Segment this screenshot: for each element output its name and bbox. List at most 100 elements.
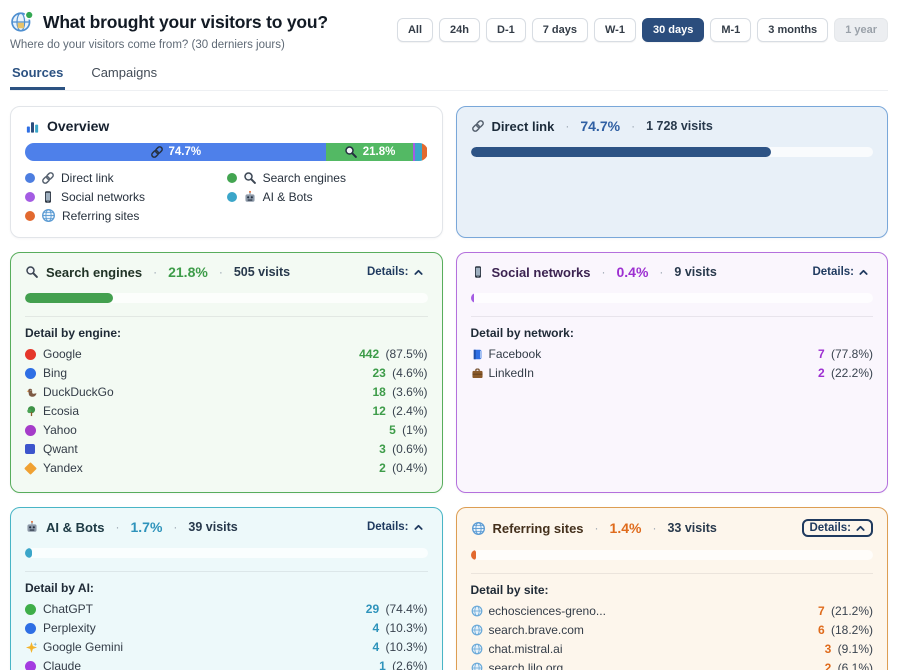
- source-name: Social networks: [492, 265, 591, 280]
- time-filter-w-1[interactable]: W-1: [594, 18, 636, 42]
- detail-icon-wrap: [25, 405, 41, 418]
- source-name: Referring sites: [493, 521, 584, 536]
- card-direct-link: Direct link·74.7%·1 728 visits: [456, 106, 889, 238]
- detail-share: (74.4%): [382, 602, 427, 616]
- tab-sources[interactable]: Sources: [10, 63, 65, 90]
- card-header-referring-sites: Referring sites·1.4%·33 visitsDetails:: [471, 519, 874, 537]
- detail-share: (2.4%): [389, 404, 428, 418]
- time-filter-group: All24hD-17 daysW-130 daysM-13 months1 ye…: [397, 18, 888, 42]
- detail-share: (10.3%): [382, 621, 427, 635]
- legend-item-search-engines: Search engines: [227, 168, 428, 187]
- time-filter-d-1[interactable]: D-1: [486, 18, 526, 42]
- chevron-up-icon: [413, 522, 424, 533]
- source-visits: 33 visits: [667, 521, 716, 535]
- detail-value: 23: [372, 366, 385, 380]
- source-visits: 39 visits: [188, 520, 237, 534]
- time-filter-7-days[interactable]: 7 days: [532, 18, 588, 42]
- detail-share: (0.4%): [389, 461, 428, 475]
- overview-stacked-bar: 74.7% 21.8%: [25, 143, 428, 161]
- source-name: Direct link: [492, 119, 555, 134]
- legend-label: Social networks: [61, 190, 145, 204]
- tab-campaigns[interactable]: Campaigns: [89, 63, 159, 90]
- book-icon: [471, 348, 484, 361]
- progress-track-ai-bots: [25, 548, 428, 558]
- legend-label: Search engines: [263, 171, 346, 185]
- detail-label: Bing: [43, 366, 67, 380]
- detail-row-yahoo: Yahoo5 (1%): [25, 423, 428, 437]
- source-visits: 505 visits: [234, 265, 290, 279]
- separator-dot: ·: [219, 265, 223, 279]
- tree-icon: [25, 405, 38, 418]
- source-percent: 21.8%: [168, 264, 208, 280]
- detail-icon-wrap: [471, 348, 487, 361]
- details-toggle-social-networks[interactable]: Details:: [808, 264, 873, 280]
- details-toggle-referring-sites[interactable]: Details:: [802, 519, 873, 537]
- detail-value: 29: [366, 602, 379, 616]
- link-icon: [471, 119, 485, 133]
- page-subtitle: Where do your visitors come from? (30 de…: [10, 39, 328, 51]
- details-toggle-ai-bots[interactable]: Details:: [363, 519, 428, 535]
- detail-row-google: Google442 (87.5%): [25, 347, 428, 361]
- source-percent: 74.7%: [580, 118, 620, 134]
- detail-icon-wrap: [25, 641, 41, 654]
- legend-label: Direct link: [61, 171, 114, 185]
- circle-icon: [25, 349, 36, 360]
- overview-legend: Direct link Social networks Referring si…: [25, 168, 428, 225]
- detail-label: ChatGPT: [43, 602, 93, 616]
- detail-value: 6: [818, 623, 825, 637]
- header-left: What brought your visitors to you? Where…: [10, 10, 328, 51]
- detail-icon-wrap: [25, 661, 41, 670]
- detail-share: (3.6%): [389, 385, 428, 399]
- legend-dot: [227, 192, 237, 202]
- card-header-ai-bots: AI & Bots·1.7%·39 visitsDetails:: [25, 519, 428, 535]
- detail-icon-wrap: [25, 444, 41, 454]
- detail-row-duckduckgo: DuckDuckGo18 (3.6%): [25, 385, 428, 399]
- progress-fill-social-networks: [471, 293, 474, 303]
- detail-label: Qwant: [43, 442, 78, 456]
- detail-row-perplexity: Perplexity 4 (10.3%): [25, 621, 428, 635]
- phone-icon: [471, 265, 485, 279]
- detail-label: Yahoo: [43, 423, 77, 437]
- detail-icon-wrap: [471, 367, 487, 380]
- detail-icon-wrap: [25, 386, 41, 399]
- card-ai-bots: AI & Bots·1.7%·39 visitsDetails:Detail b…: [10, 507, 443, 670]
- separator-dot: ·: [565, 119, 569, 133]
- square-icon: [25, 444, 35, 454]
- detail-label: Ecosia: [43, 404, 79, 418]
- detail-label: Google Gemini: [43, 640, 123, 654]
- detail-label: DuckDuckGo: [43, 385, 114, 399]
- time-filter-30-days[interactable]: 30 days: [642, 18, 704, 42]
- detail-label: search.lilo.org: [489, 661, 564, 670]
- source-visits: 1 728 visits: [646, 119, 713, 133]
- detail-icon-wrap: [25, 604, 41, 615]
- detail-value: 4: [372, 621, 379, 635]
- detail-row-linkedin: LinkedIn2 (22.2%): [471, 366, 874, 380]
- time-filter-3-months[interactable]: 3 months: [757, 18, 828, 42]
- source-name: AI & Bots: [46, 520, 105, 535]
- detail-label: chat.mistral.ai: [489, 642, 563, 656]
- segment-percent-label: 74.7%: [169, 146, 202, 158]
- detail-icon-wrap: [471, 624, 487, 636]
- duck-icon: [25, 386, 38, 399]
- time-filter-24h[interactable]: 24h: [439, 18, 480, 42]
- source-percent: 1.4%: [610, 520, 642, 536]
- detail-value: 5: [389, 423, 396, 437]
- time-filter-all[interactable]: All: [397, 18, 433, 42]
- link-icon: [41, 171, 55, 185]
- card-header-social-networks: Social networks·0.4%·9 visitsDetails:: [471, 264, 874, 280]
- detail-label: Perplexity: [43, 621, 96, 635]
- card-divider: [25, 571, 428, 572]
- detail-row-claude: Claude1 (2.6%): [25, 659, 428, 670]
- details-toggle-search-engines[interactable]: Details:: [363, 264, 428, 280]
- circle-icon: [25, 368, 36, 379]
- detail-list-title: Detail by engine:: [25, 326, 428, 340]
- overview-card: Overview 74.7% 21.8% Direct link Social …: [10, 106, 443, 238]
- progress-fill-search-engines: [25, 293, 113, 303]
- legend-item-ai-bots: AI & Bots: [227, 187, 428, 206]
- progress-fill-referring-sites: [471, 550, 477, 560]
- time-filter-1-year[interactable]: 1 year: [834, 18, 888, 42]
- card-header-direct-link: Direct link·74.7%·1 728 visits: [471, 118, 874, 134]
- detail-value: 7: [818, 604, 825, 618]
- time-filter-m-1[interactable]: M-1: [710, 18, 751, 42]
- detail-icon-wrap: [25, 368, 41, 379]
